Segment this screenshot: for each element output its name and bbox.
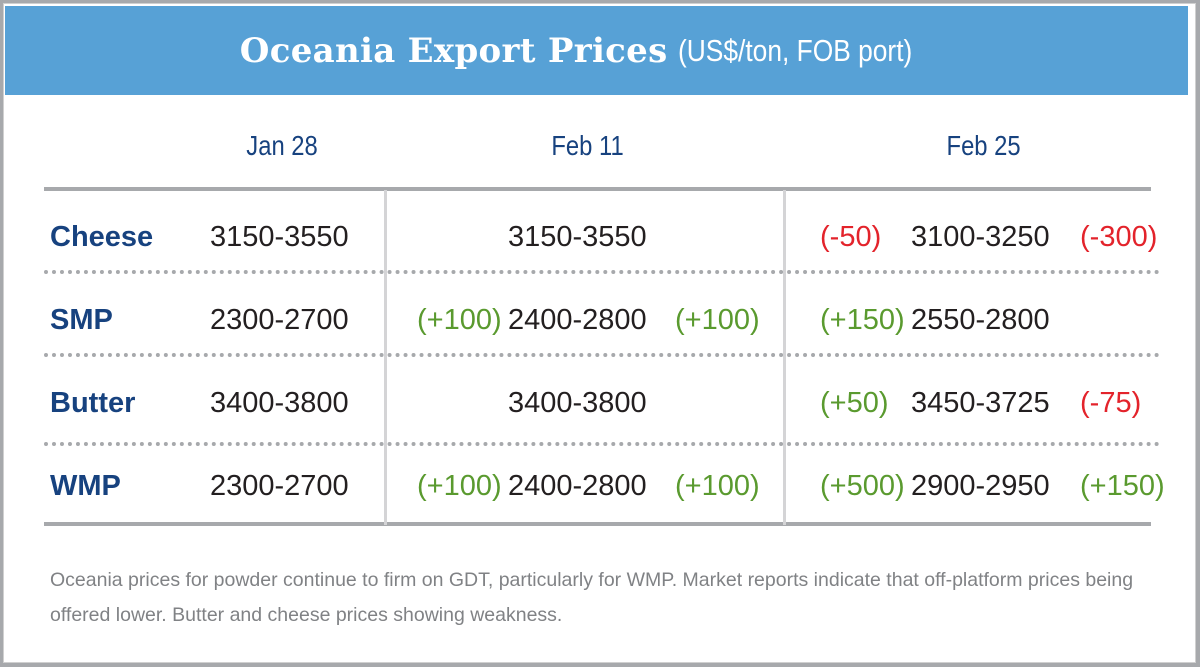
cell-feb11-high-change: (+100): [675, 470, 760, 502]
cell-jan28: 2300-2700: [210, 304, 349, 336]
cell-feb11-range: 2400-2800: [508, 470, 647, 502]
row-label: Cheese: [50, 221, 154, 253]
cell-feb11-range: 3150-3550: [508, 221, 647, 253]
cell-feb11-low-change: (+100): [417, 304, 502, 336]
column-header-feb11: Feb 11: [551, 130, 624, 161]
title-banner: Oceania Export Prices (US$/ton, FOB port…: [5, 6, 1188, 95]
row-label: WMP: [50, 470, 121, 502]
cell-feb25-low-change: (+500): [820, 470, 905, 502]
cell-feb25-high-change: (+150): [1080, 470, 1165, 502]
row-separator: [44, 442, 1160, 446]
row-label: SMP: [50, 304, 113, 336]
row-label: Butter: [50, 387, 136, 419]
column-divider-2: [783, 190, 786, 525]
table-top-rule: [44, 187, 1151, 191]
table-bottom-rule: [44, 522, 1151, 526]
row-separator: [44, 353, 1160, 357]
cell-feb25-low-change: (+150): [820, 304, 905, 336]
column-divider-1: [384, 190, 387, 525]
cell-jan28: 2300-2700: [210, 470, 349, 502]
cell-feb25-high-change: (-300): [1080, 221, 1158, 253]
cell-feb25-low-change: (+50): [820, 387, 889, 419]
footnote: Oceania prices for powder continue to fi…: [50, 569, 1134, 626]
cell-feb25-range: 3450-3725: [911, 387, 1050, 419]
cell-feb25-range: 2550-2800: [911, 304, 1050, 336]
title-main: Oceania Export Prices: [239, 30, 668, 71]
cell-feb11-range: 3400-3800: [508, 387, 647, 419]
cell-feb11-range: 2400-2800: [508, 304, 647, 336]
cell-feb25-range: 2900-2950: [911, 470, 1050, 502]
cell-feb11-high-change: (+100): [675, 304, 760, 336]
title-units: (US$/ton, FOB port): [677, 32, 912, 68]
cell-jan28: 3150-3550: [210, 221, 349, 253]
cell-feb25-low-change: (-50): [820, 221, 882, 253]
column-header-jan28: Jan 28: [246, 130, 318, 161]
cell-feb25-high-change: (-75): [1080, 387, 1142, 419]
column-header-feb25: Feb 25: [946, 130, 1021, 161]
cell-jan28: 3400-3800: [210, 387, 349, 419]
price-card: [3, 3, 1196, 663]
cell-feb25-range: 3100-3250: [911, 221, 1050, 253]
cell-feb11-low-change: (+100): [417, 470, 502, 502]
row-separator: [44, 270, 1160, 274]
